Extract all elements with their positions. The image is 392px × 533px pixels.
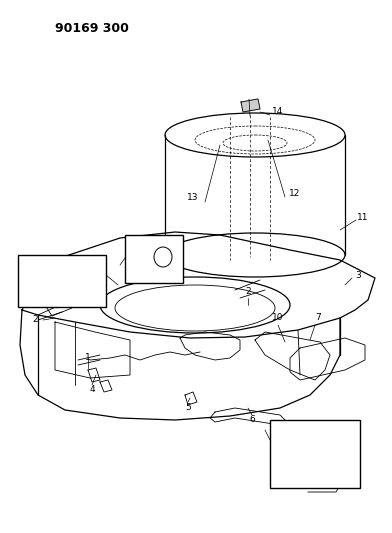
Text: 1: 1 xyxy=(85,353,91,362)
Bar xyxy=(270,420,360,488)
Text: 11: 11 xyxy=(357,214,369,222)
Text: 6: 6 xyxy=(249,416,255,424)
Text: 90169 300: 90169 300 xyxy=(55,22,129,35)
Text: 5: 5 xyxy=(185,403,191,413)
Text: 2: 2 xyxy=(32,316,38,325)
Text: 8: 8 xyxy=(277,435,283,445)
Bar xyxy=(125,235,183,283)
Text: 3: 3 xyxy=(355,271,361,279)
Text: 16: 16 xyxy=(23,288,33,297)
Text: 7: 7 xyxy=(315,313,321,322)
Text: 9: 9 xyxy=(278,465,283,474)
Polygon shape xyxy=(241,99,260,112)
Text: 2: 2 xyxy=(245,287,251,296)
Text: 14: 14 xyxy=(272,108,284,117)
Text: 3: 3 xyxy=(145,251,151,260)
Text: 10: 10 xyxy=(272,313,284,322)
Text: 13: 13 xyxy=(187,192,199,201)
Text: 4: 4 xyxy=(89,385,95,394)
Text: 15: 15 xyxy=(128,268,138,277)
Text: 12: 12 xyxy=(289,189,301,198)
Bar xyxy=(18,255,106,307)
